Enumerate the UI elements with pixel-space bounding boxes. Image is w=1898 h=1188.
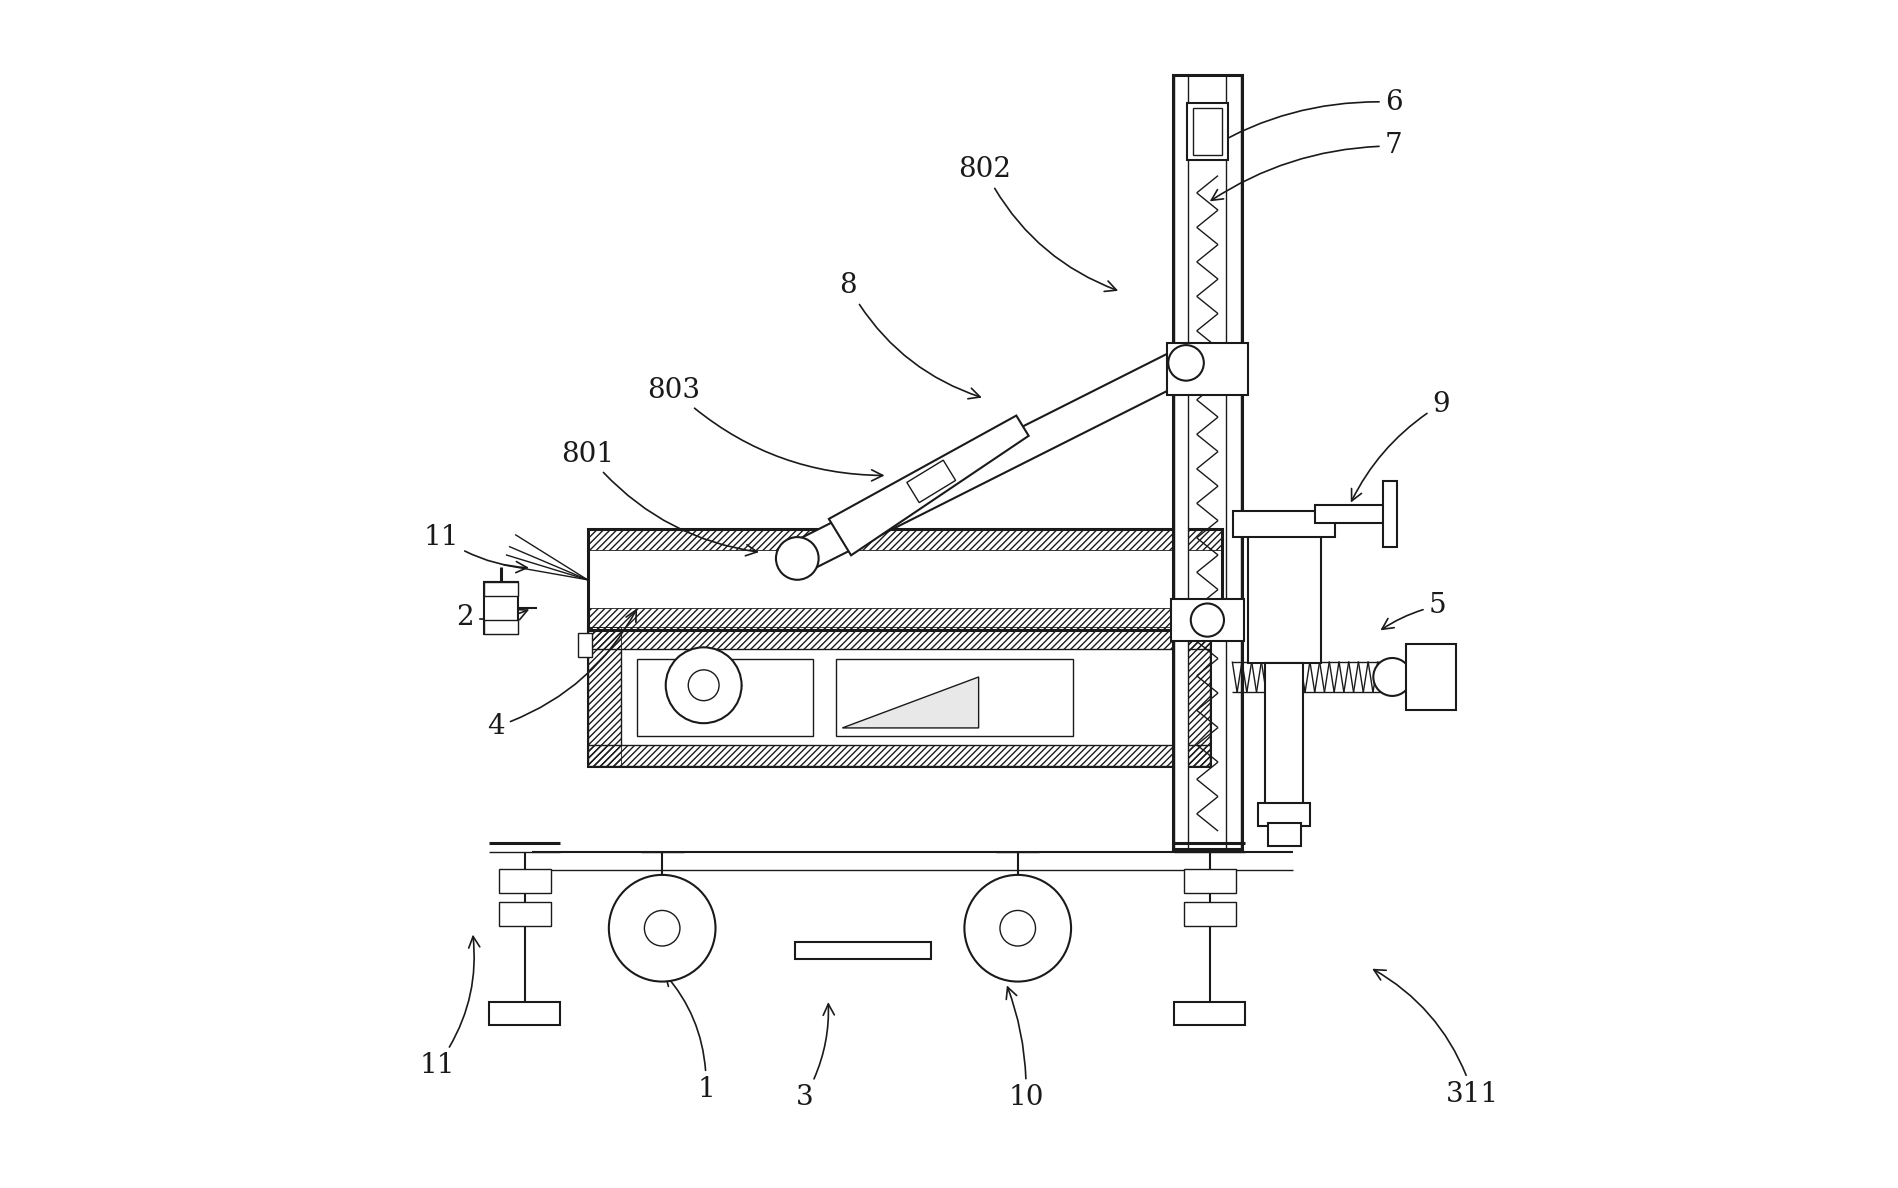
Bar: [588, 745, 1209, 766]
Circle shape: [776, 537, 818, 580]
Bar: [499, 868, 550, 892]
Bar: [588, 529, 1222, 550]
Text: 6: 6: [1211, 89, 1403, 147]
Bar: [1167, 342, 1247, 394]
Bar: [1177, 627, 1209, 766]
Bar: [1175, 75, 1188, 848]
Bar: [1171, 599, 1243, 642]
Bar: [484, 620, 518, 634]
Bar: [1184, 902, 1236, 925]
Bar: [588, 627, 621, 766]
Bar: [1234, 511, 1336, 537]
Bar: [1258, 803, 1310, 827]
Circle shape: [964, 874, 1070, 981]
Circle shape: [1169, 345, 1203, 380]
Bar: [499, 902, 550, 925]
Text: 4: 4: [488, 609, 636, 740]
Bar: [588, 627, 1209, 649]
Text: 2: 2: [457, 605, 528, 631]
Bar: [1173, 75, 1241, 848]
Polygon shape: [907, 460, 955, 503]
Bar: [490, 1001, 560, 1025]
Bar: [490, 1001, 560, 1025]
Polygon shape: [790, 348, 1194, 574]
Bar: [1226, 75, 1241, 848]
Text: 9: 9: [1351, 391, 1450, 501]
Bar: [1177, 627, 1209, 766]
Text: 8: 8: [839, 272, 979, 399]
Bar: [484, 582, 518, 596]
Polygon shape: [843, 677, 979, 728]
Bar: [1315, 505, 1389, 523]
Bar: [795, 942, 932, 959]
Text: 11: 11: [419, 936, 480, 1079]
Bar: [1175, 1001, 1245, 1025]
Text: 311: 311: [1374, 969, 1499, 1107]
Polygon shape: [829, 416, 1029, 555]
Bar: [1247, 535, 1321, 663]
Bar: [1188, 103, 1228, 160]
Circle shape: [1190, 604, 1224, 637]
Bar: [588, 627, 1209, 766]
Circle shape: [609, 874, 716, 981]
Bar: [588, 627, 1209, 649]
Bar: [1194, 108, 1222, 156]
Text: 1: 1: [666, 974, 716, 1102]
Text: 5: 5: [1382, 593, 1446, 630]
Bar: [579, 633, 592, 657]
Bar: [638, 659, 812, 737]
Bar: [588, 608, 1222, 630]
Text: 803: 803: [647, 377, 883, 481]
Text: 3: 3: [795, 1004, 835, 1111]
Text: 7: 7: [1211, 133, 1403, 201]
Circle shape: [689, 670, 719, 701]
Circle shape: [666, 647, 742, 723]
Bar: [1384, 481, 1397, 546]
Bar: [1268, 823, 1300, 847]
Circle shape: [1000, 910, 1036, 946]
Bar: [1175, 1001, 1245, 1025]
Bar: [588, 529, 1222, 630]
Bar: [1266, 663, 1304, 805]
Bar: [484, 582, 518, 634]
Bar: [1406, 644, 1456, 710]
Bar: [1184, 868, 1236, 892]
Bar: [588, 745, 1209, 766]
Bar: [1226, 75, 1241, 848]
Bar: [588, 627, 621, 766]
Bar: [837, 659, 1074, 737]
Circle shape: [1374, 658, 1412, 696]
Circle shape: [645, 910, 679, 946]
Bar: [1175, 75, 1188, 848]
Text: 10: 10: [1006, 987, 1044, 1111]
Text: 802: 802: [958, 156, 1116, 291]
Text: 11: 11: [423, 524, 528, 573]
Text: 801: 801: [562, 441, 757, 556]
